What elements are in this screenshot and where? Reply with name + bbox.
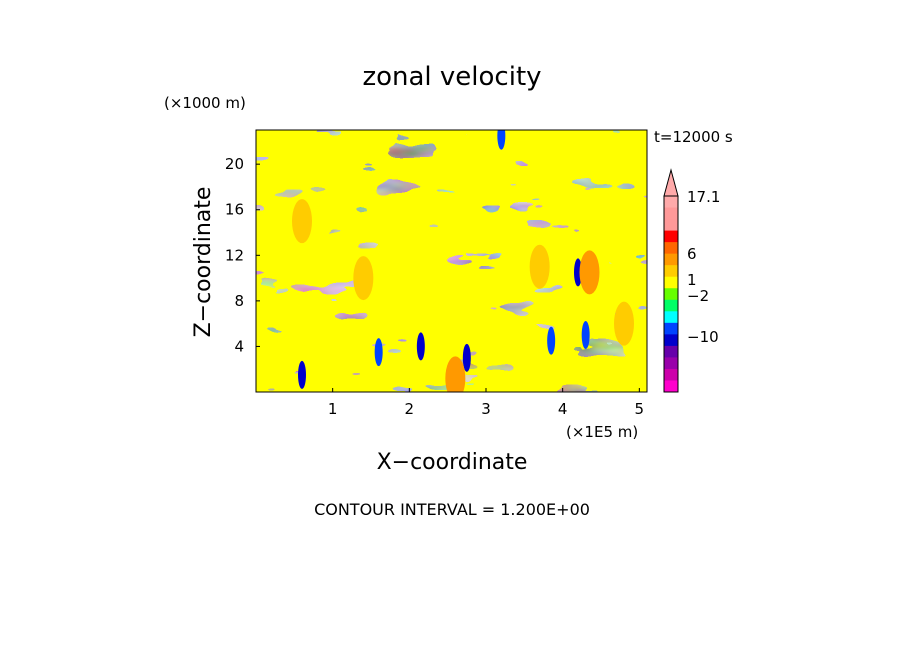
- colorbar-segment: [664, 368, 678, 381]
- jet-feature: [529, 244, 550, 289]
- y-tick-label: 8: [234, 292, 244, 310]
- vortex-feature: [581, 321, 590, 350]
- vortex-feature: [547, 326, 556, 355]
- colorbar-label: −2: [687, 287, 709, 305]
- colorbar-label: 6: [687, 245, 697, 263]
- vortex-feature: [374, 338, 383, 367]
- colorbar-segment: [664, 207, 678, 220]
- x-tick-label: 1: [328, 400, 338, 418]
- colorbar-segment: [664, 276, 678, 289]
- colorbar-label: −10: [687, 328, 719, 346]
- colorbar-segment: [664, 242, 678, 255]
- colorbar-frame: [663, 195, 679, 393]
- y-tick-label: 20: [225, 155, 244, 173]
- vortex-feature: [574, 258, 582, 287]
- x-axis-label: X−coordinate: [377, 450, 528, 475]
- colorbar-segment: [664, 219, 678, 232]
- colorbar: 17.1 6 1−2 −10: [663, 168, 720, 393]
- colorbar-segment: [664, 299, 678, 312]
- y-axis-label: Z−coordinate: [191, 187, 216, 338]
- jet-feature: [445, 356, 466, 392]
- vortex-feature: [497, 130, 506, 150]
- x-unit-label: (×1E5 m): [566, 423, 638, 441]
- colorbar-segment: [664, 311, 678, 324]
- x-axis-ticks: 1 2 3 4 5: [328, 388, 644, 418]
- contour-interval-footer: CONTOUR INTERVAL = 1.200E+00: [314, 500, 590, 519]
- jet-feature: [292, 199, 312, 244]
- vortex-feature: [416, 332, 425, 361]
- plot-frame: [255, 129, 648, 393]
- y-unit-label: (×1000 m): [164, 94, 246, 112]
- x-tick-label: 3: [481, 400, 491, 418]
- colorbar-segment: [664, 357, 678, 370]
- colorbar-segment: [664, 334, 678, 347]
- colorbar-segment: [664, 345, 678, 358]
- vortex-feature: [462, 343, 471, 372]
- colorbar-segment: [664, 322, 678, 335]
- chart-title: zonal velocity: [362, 62, 541, 92]
- x-tick-label: 5: [635, 400, 645, 418]
- colorbar-segment: [664, 230, 678, 243]
- x-tick-label: 2: [405, 400, 415, 418]
- colorbar-segment: [664, 288, 678, 301]
- y-tick-label: 4: [234, 337, 244, 355]
- colorbar-segment: [664, 196, 678, 209]
- time-label: t=12000 s: [654, 128, 733, 146]
- colorbar-segment: [664, 265, 678, 278]
- heatmap-field: [256, 130, 647, 392]
- x-tick-label: 4: [558, 400, 568, 418]
- colorbar-label: 17.1: [687, 188, 720, 206]
- jet-feature: [353, 256, 374, 301]
- y-tick-label: 16: [225, 201, 244, 219]
- feature-layer: [292, 130, 634, 392]
- vortex-feature: [298, 360, 306, 389]
- jet-feature: [614, 301, 634, 346]
- colorbar-label: 1: [687, 271, 697, 289]
- colorbar-segment: [664, 380, 678, 393]
- y-axis-ticks: 4 8 12 16 20: [225, 155, 260, 355]
- y-tick-label: 12: [225, 246, 244, 264]
- colorbar-extend-arrow: [663, 168, 679, 197]
- jet-feature: [579, 250, 600, 295]
- colorbar-segment: [664, 253, 678, 266]
